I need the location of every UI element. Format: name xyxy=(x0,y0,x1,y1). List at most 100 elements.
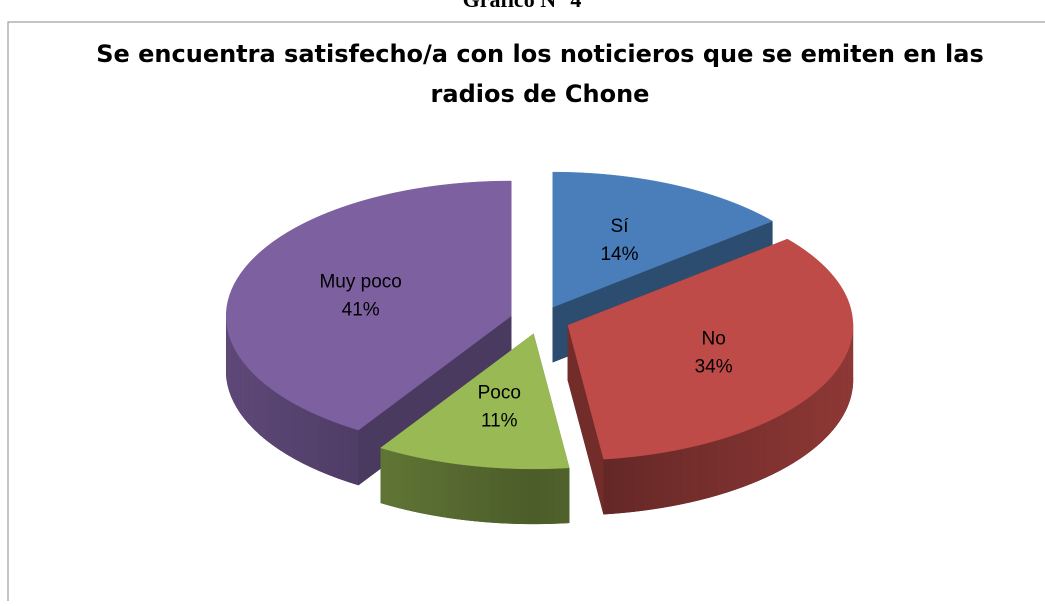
slice-side xyxy=(546,469,549,524)
slice-side xyxy=(348,427,358,485)
slice-side xyxy=(743,429,751,487)
slice-side xyxy=(427,459,430,515)
slice-side xyxy=(494,468,497,523)
slice-side xyxy=(398,453,401,509)
slice-side xyxy=(412,456,415,512)
slice-side xyxy=(540,469,543,524)
slice-side xyxy=(245,364,250,424)
slice-side xyxy=(682,447,691,504)
slice-side xyxy=(329,420,339,479)
slice-side xyxy=(384,449,387,505)
slice-side xyxy=(481,467,484,522)
slice-side xyxy=(234,347,237,408)
slice-side xyxy=(434,460,437,516)
slice-side xyxy=(829,375,833,434)
slice-side xyxy=(653,453,663,510)
slice-side xyxy=(825,379,829,438)
slice-side xyxy=(440,461,443,517)
slice-side xyxy=(430,460,433,516)
slice-side xyxy=(266,385,272,445)
slice-label: Sí xyxy=(611,216,630,237)
slice-side xyxy=(452,463,455,518)
slice-side xyxy=(406,455,409,511)
slice-side xyxy=(286,399,294,458)
slice-side xyxy=(294,403,302,462)
slice-side xyxy=(254,374,260,434)
slice-side xyxy=(478,466,481,521)
slice-side xyxy=(241,358,245,418)
slice-side xyxy=(421,458,424,514)
slice-side xyxy=(449,463,452,518)
slice-side xyxy=(845,352,847,412)
slice-side xyxy=(726,435,734,493)
slice-side xyxy=(311,412,320,471)
slice-side xyxy=(805,396,810,455)
slice-side xyxy=(443,462,446,517)
slice-side xyxy=(392,451,395,507)
slice-side xyxy=(272,390,279,450)
slice-side xyxy=(504,468,507,523)
slice-side xyxy=(624,457,634,513)
slice-side xyxy=(474,466,477,521)
chart-title: Se encuentra satisfecho/a con los notici… xyxy=(96,40,984,108)
slice-side xyxy=(465,465,468,520)
slice-side xyxy=(279,394,286,454)
slice-side xyxy=(566,468,569,523)
slice-side xyxy=(418,457,421,513)
slice-side xyxy=(302,408,311,467)
slice-side xyxy=(810,392,815,451)
slice-side xyxy=(847,347,849,407)
slice-side xyxy=(543,469,546,524)
slice-side xyxy=(559,468,562,523)
caption: Gráfico N° 4 xyxy=(463,0,582,12)
slice-side xyxy=(718,438,727,496)
slice-side xyxy=(249,369,254,429)
slice-side xyxy=(468,465,471,520)
slice-side xyxy=(553,468,556,523)
slice-side xyxy=(389,450,392,506)
slice-side xyxy=(497,468,500,523)
slice-side xyxy=(536,469,539,524)
slice-side xyxy=(843,357,846,417)
slice-side xyxy=(750,426,758,484)
slice-side xyxy=(229,336,231,397)
slice-side xyxy=(550,469,553,524)
slice-side xyxy=(836,366,839,426)
slice-label: Poco xyxy=(478,382,521,403)
slice-side xyxy=(520,469,523,524)
slice-side xyxy=(604,458,614,514)
slice-side xyxy=(395,452,398,508)
slice-side xyxy=(517,469,520,524)
slice-side xyxy=(320,416,329,475)
slice-side xyxy=(556,468,559,523)
slice-side xyxy=(533,469,536,524)
slice-side xyxy=(563,468,566,523)
slice-side xyxy=(500,468,503,523)
slice-side xyxy=(381,448,384,504)
slice-side xyxy=(758,422,765,480)
slice-side xyxy=(780,412,787,471)
slice-side xyxy=(386,449,389,505)
slice-side xyxy=(513,469,516,524)
slice-side xyxy=(237,353,241,414)
slice-side xyxy=(815,388,820,447)
slice-value: 41% xyxy=(342,299,380,320)
slice-side xyxy=(614,458,624,514)
slice-label: Muy poco xyxy=(319,271,401,292)
slice-side xyxy=(634,455,644,511)
slice-side xyxy=(700,443,709,500)
slice-side xyxy=(793,404,799,463)
slice-side xyxy=(766,419,773,477)
slice-side xyxy=(260,380,266,440)
slice-side xyxy=(462,465,465,520)
slice-side xyxy=(840,361,843,421)
slice-side xyxy=(510,468,513,523)
slice-side xyxy=(734,432,742,490)
slice-side xyxy=(507,468,510,523)
slice-side xyxy=(663,451,673,508)
slice-side xyxy=(643,454,653,510)
slice-side xyxy=(491,467,494,522)
slice-side xyxy=(530,469,533,524)
slice-side xyxy=(415,457,418,513)
